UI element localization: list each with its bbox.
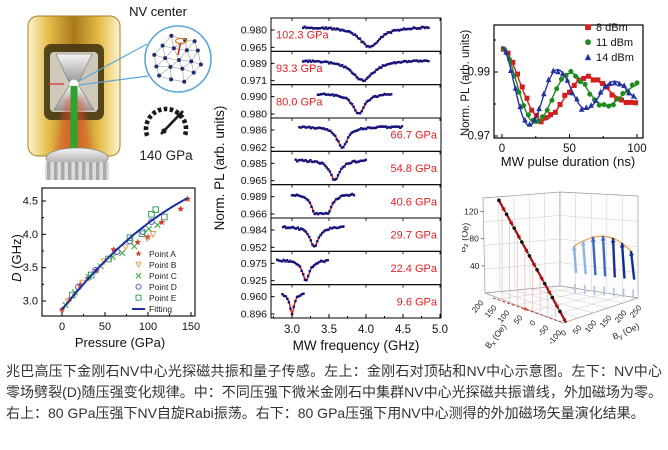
- svg-text:Point A: Point A: [149, 249, 176, 259]
- zoom-cone-line: [78, 43, 148, 82]
- svg-text:MW frequency (GHz): MW frequency (GHz): [293, 338, 420, 353]
- svg-text:Point D: Point D: [149, 282, 177, 292]
- nv-center-label: NV center: [129, 4, 187, 19]
- svg-text:3.0: 3.0: [284, 324, 300, 336]
- svg-text:0.989: 0.989: [241, 191, 267, 203]
- svg-text:0.925: 0.925: [241, 275, 267, 287]
- svg-text:Point B: Point B: [149, 260, 177, 270]
- svg-text:3.5: 3.5: [23, 262, 38, 274]
- svg-text:Fitting: Fitting: [149, 304, 172, 314]
- svg-text:Point E: Point E: [149, 293, 177, 303]
- svg-text:40: 40: [470, 261, 480, 271]
- svg-text:4.5: 4.5: [23, 195, 38, 207]
- svg-text:Pressure (GPa): Pressure (GPa): [75, 335, 165, 350]
- svg-text:0.986: 0.986: [241, 125, 267, 137]
- odmr-chart: 0.980 0.965 102.3 GPa 0.989 0.971 93.3 GPa 0.9…: [212, 17, 448, 353]
- svg-text:0.980: 0.980: [241, 25, 267, 37]
- svg-text:Norm. PL (arb. units): Norm. PL (arb. units): [460, 30, 472, 136]
- svg-text:Bz (Oe): Bz (Oe): [462, 222, 473, 253]
- svg-text:54.8 GPa: 54.8 GPa: [391, 163, 438, 175]
- svg-text:0.984: 0.984: [241, 225, 267, 237]
- svg-text:80: 80: [469, 234, 479, 244]
- green-laser-beam: [70, 86, 78, 154]
- svg-text:3.5: 3.5: [321, 324, 337, 336]
- svg-text:0.97: 0.97: [468, 131, 490, 143]
- svg-text:0.960: 0.960: [241, 291, 267, 303]
- svg-text:9.6 GPa: 9.6 GPa: [397, 296, 438, 308]
- svg-text:0.965: 0.965: [241, 42, 267, 54]
- svg-text:5.0: 5.0: [432, 324, 448, 336]
- svg-text:250: 250: [628, 303, 644, 319]
- figure-caption: 兆巴高压下金刚石NV中心光探磁共振和量子传感。左上：金刚石对顶砧和NV中心示意图…: [6, 363, 662, 421]
- svg-text:200: 200: [613, 308, 629, 324]
- top-anvil: [55, 53, 93, 83]
- svg-text:0.990: 0.990: [241, 91, 267, 103]
- svg-text:-50: -50: [536, 323, 551, 338]
- svg-text:102.3 GPa: 102.3 GPa: [276, 30, 329, 42]
- svg-text:100: 100: [139, 321, 157, 333]
- svg-text:100: 100: [627, 143, 646, 155]
- svg-text:0.966: 0.966: [241, 209, 267, 221]
- svg-text:66.7 GPa: 66.7 GPa: [391, 130, 438, 142]
- svg-text:0.952: 0.952: [241, 242, 267, 254]
- svg-text:Norm. PL (arb. units): Norm. PL (arb. units): [212, 106, 227, 231]
- svg-text:0.975: 0.975: [241, 258, 267, 270]
- svg-text:0: 0: [528, 318, 538, 328]
- svg-text:0.896: 0.896: [241, 309, 267, 321]
- svg-text:0.962: 0.962: [241, 142, 267, 154]
- svg-text:0.980: 0.980: [241, 109, 267, 121]
- svg-text:150: 150: [182, 321, 200, 333]
- gauge-label: 140 GPa: [139, 148, 193, 163]
- svg-text:4.0: 4.0: [358, 324, 374, 336]
- svg-text:50: 50: [99, 321, 111, 333]
- svg-text:50: 50: [563, 143, 576, 155]
- svg-text:80.0 GPa: 80.0 GPa: [276, 96, 323, 108]
- svg-text:8 dBm: 8 dBm: [596, 22, 628, 34]
- svg-text:4.5: 4.5: [395, 324, 411, 336]
- svg-text:0.989: 0.989: [241, 58, 267, 70]
- svg-text:0.99: 0.99: [468, 67, 490, 79]
- svg-text:MW pulse duration (ns): MW pulse duration (ns): [501, 154, 635, 169]
- svg-text:100: 100: [496, 308, 512, 324]
- svg-text:3.0: 3.0: [23, 296, 38, 308]
- objective-ribs: [47, 162, 107, 180]
- svg-text:Bx (Oe): Bx (Oe): [483, 322, 510, 352]
- svg-text:50: 50: [512, 313, 525, 326]
- dac-schematic: NV center 140 GPa: [27, 4, 212, 180]
- svg-text:0.971: 0.971: [241, 75, 267, 87]
- pressure-gauge-icon: [143, 106, 189, 137]
- nv-spin-arrow: [177, 42, 182, 56]
- svg-text:0: 0: [559, 328, 569, 338]
- svg-text:Point C: Point C: [149, 271, 177, 281]
- svg-text:11 dBm: 11 dBm: [596, 37, 633, 49]
- svg-text:22.4 GPa: 22.4 GPa: [391, 263, 438, 275]
- svg-text:0.965: 0.965: [241, 175, 267, 187]
- svg-text:By (Oe): By (Oe): [611, 321, 642, 343]
- svg-text:40.6 GPa: 40.6 GPa: [391, 196, 438, 208]
- svg-text:D (GHz): D (GHz): [10, 234, 24, 282]
- rabi-chart: 8 dBm 11 dBm 14 dBm 0 50 100 0.99 0.97 MW pulse …: [460, 22, 647, 169]
- svg-text:0: 0: [499, 143, 505, 155]
- svg-text:150: 150: [598, 313, 614, 329]
- svg-text:120: 120: [464, 207, 478, 217]
- zoom-cone-line: [78, 75, 149, 86]
- svg-text:100: 100: [583, 318, 599, 334]
- svg-text:93.3 GPa: 93.3 GPa: [276, 63, 323, 75]
- svg-text:0.985: 0.985: [241, 158, 267, 170]
- diamond-lattice: [152, 33, 203, 84]
- svg-text:50: 50: [571, 323, 584, 336]
- svg-text:4.0: 4.0: [23, 229, 38, 241]
- svg-text:14 dBm: 14 dBm: [596, 52, 634, 64]
- svg-text:0: 0: [59, 321, 65, 333]
- svg-text:29.7 GPa: 29.7 GPa: [391, 230, 438, 242]
